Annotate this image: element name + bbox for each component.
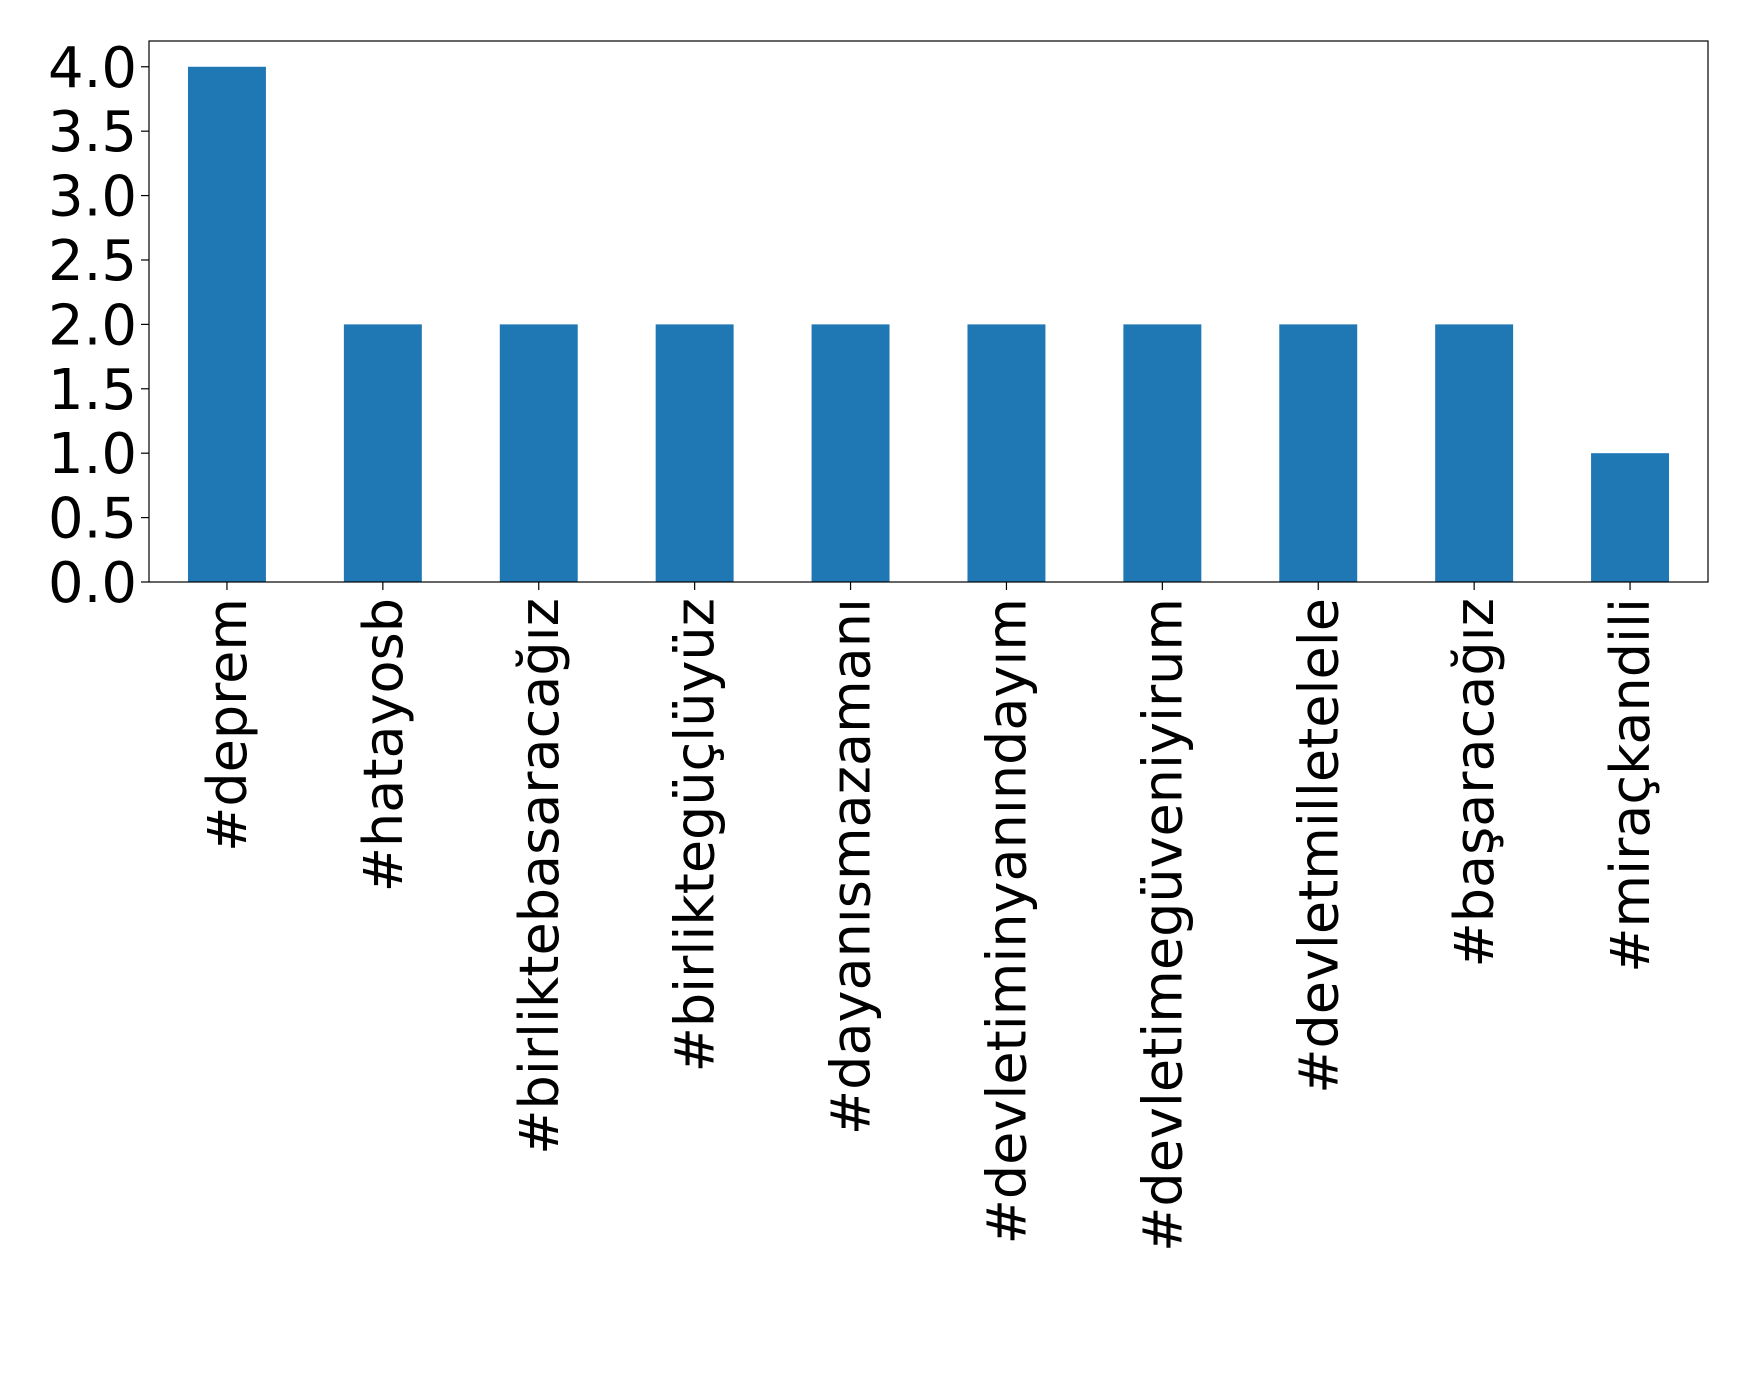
- bar: [187, 66, 266, 582]
- y-tick-label: 3.0: [48, 165, 137, 230]
- bar: [343, 324, 422, 582]
- y-tick-label: 1.5: [48, 358, 137, 423]
- x-tick-label: #birliktebasaracağız: [508, 598, 571, 1155]
- x-tick-label: #devletiminyanındayım: [975, 598, 1038, 1244]
- x-tick-label: #dayanısmazamanı: [820, 598, 883, 1135]
- bar: [967, 324, 1046, 582]
- x-tick-label: #devletimegüveniyirum: [1131, 598, 1194, 1252]
- x-tick-label: #miraçkandili: [1599, 598, 1662, 973]
- x-tick-label: #devletmilletelele: [1287, 598, 1350, 1094]
- x-tick-label: #birliktegüçlüyüz: [664, 598, 727, 1072]
- bar: [1435, 324, 1514, 582]
- bar: [811, 324, 890, 582]
- y-tick-label: 3.5: [48, 100, 137, 165]
- x-tick-label: #deprem: [196, 598, 259, 852]
- bar: [655, 324, 734, 582]
- plot-frame: [148, 40, 1709, 583]
- y-tick-label: 4.0: [48, 36, 137, 101]
- y-tick-label: 1.0: [48, 422, 137, 487]
- bar: [1123, 324, 1202, 582]
- y-tick-label: 2.5: [48, 229, 137, 294]
- x-tick-label: #başaracağız: [1443, 598, 1506, 968]
- bar: [499, 324, 578, 582]
- bar: [1591, 453, 1670, 582]
- bar: [1279, 324, 1358, 582]
- y-tick-label: 0.0: [48, 551, 137, 616]
- y-tick-label: 2.0: [48, 293, 137, 358]
- y-tick-label: 0.5: [48, 487, 137, 552]
- x-tick-label: #hatayosb: [352, 598, 415, 892]
